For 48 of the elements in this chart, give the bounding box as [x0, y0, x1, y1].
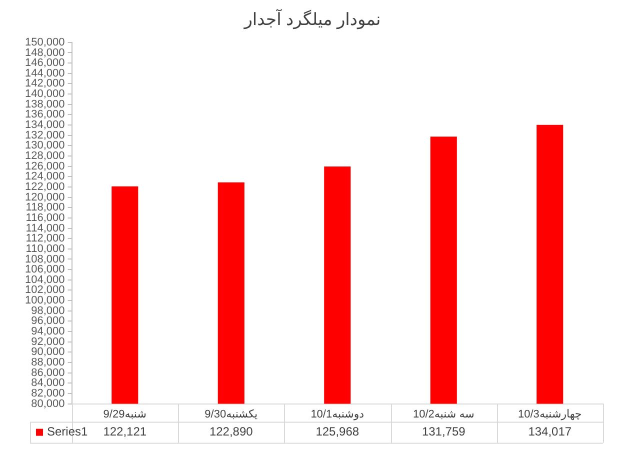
data-label: 122,890: [209, 424, 254, 439]
y-tick-label: 86,000: [31, 366, 65, 379]
y-tick-label: 88,000: [31, 356, 65, 369]
y-tick-label: 116,000: [26, 212, 65, 224]
x-tick-label: شنبه9/29: [103, 408, 146, 420]
y-tick-label: 102,000: [24, 284, 65, 296]
y-tick-label: 146,000: [24, 57, 65, 70]
y-tick-label: 110,000: [26, 242, 65, 255]
y-tick-label: 96,000: [31, 315, 65, 328]
y-tick-label: 150,000: [24, 36, 65, 48]
y-tick-label: 136,000: [24, 108, 65, 121]
y-tick-label: 104,000: [24, 274, 65, 286]
data-label: 125,968: [316, 424, 360, 439]
x-tick-label: یکشنبه9/30: [204, 408, 258, 420]
y-tick-label: 80,000: [31, 398, 65, 410]
y-tick-label: 94,000: [31, 326, 65, 338]
y-tick-label: 132,000: [24, 129, 65, 142]
y-tick-label: 84,000: [31, 377, 65, 390]
y-tick-label: 124,000: [24, 170, 65, 183]
y-tick-label: 106,000: [24, 264, 65, 276]
y-tick-label: 82,000: [31, 388, 65, 400]
y-tick-label: 114,000: [26, 222, 65, 234]
chart-title: نمودار میلگرد آجدار: [243, 8, 381, 30]
y-tick-label: 98,000: [31, 304, 65, 317]
y-tick-label: 142,000: [24, 78, 65, 90]
y-tick-label: 100,000: [24, 294, 65, 307]
data-label: 122,121: [103, 424, 147, 439]
y-tick-label: 130,000: [24, 140, 65, 152]
y-tick-label: 126,000: [24, 160, 65, 172]
y-tick-label: 144,000: [24, 67, 65, 80]
y-tick-label: 120,000: [24, 191, 65, 204]
y-tick-label: 92,000: [31, 336, 65, 348]
legend-label: Series1: [47, 424, 88, 439]
y-tick-label: 138,000: [24, 98, 65, 110]
y-tick-label: 90,000: [31, 346, 65, 358]
y-tick-label: 122,000: [24, 180, 65, 193]
y-tick-label: 112,000: [26, 232, 65, 245]
y-tick-label: 118,000: [26, 202, 65, 214]
data-label: 131,759: [422, 424, 466, 439]
y-tick-label: 128,000: [24, 150, 65, 162]
y-tick-label: 148,000: [24, 46, 65, 59]
x-tick-label: چهارشنبه10/3: [518, 408, 582, 420]
data-label: 134,017: [528, 424, 572, 439]
y-tick-label: 108,000: [24, 253, 65, 266]
x-tick-label: دوشنبه10/1: [310, 408, 364, 420]
x-tick-label: سه شنبه10/2: [412, 408, 474, 420]
y-tick-label: 140,000: [24, 88, 65, 100]
y-tick-label: 134,000: [24, 119, 65, 132]
